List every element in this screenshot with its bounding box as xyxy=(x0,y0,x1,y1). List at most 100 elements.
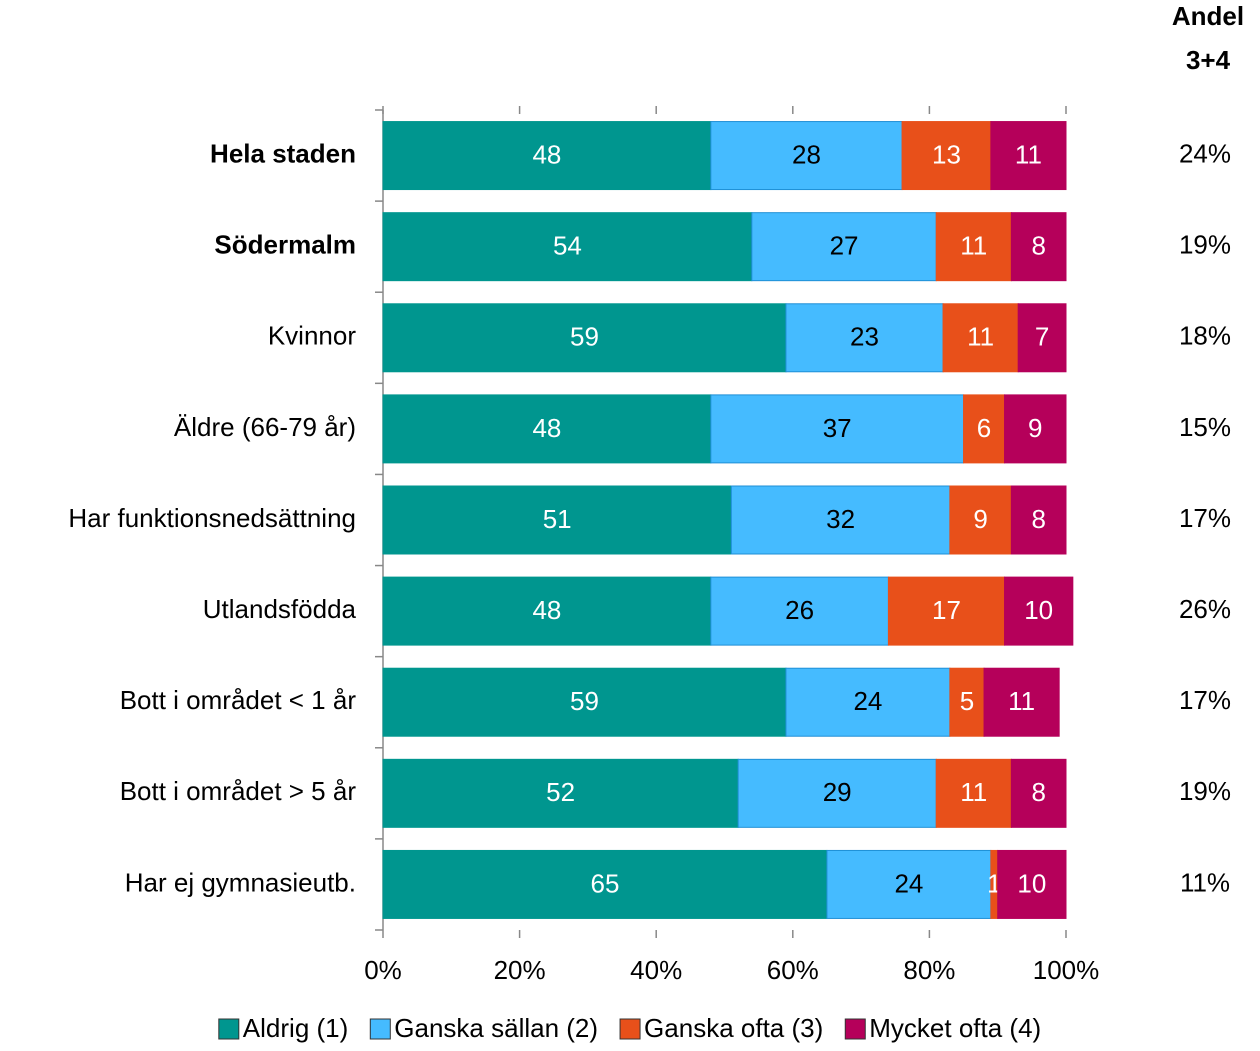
bar-segment xyxy=(785,303,944,373)
data-label: 27 xyxy=(830,231,859,261)
bar-segment xyxy=(382,394,712,464)
bar-segment xyxy=(382,303,787,373)
bar-segment xyxy=(887,576,1006,646)
bar-segment xyxy=(990,121,1067,191)
bar-segment xyxy=(737,758,937,828)
side-value: 19% xyxy=(1179,230,1231,260)
legend-item: Ganska sällan (2) xyxy=(369,1013,598,1043)
side-value: 18% xyxy=(1179,321,1231,351)
side-value: 17% xyxy=(1179,503,1231,533)
data-label: 48 xyxy=(532,413,561,443)
legend-swatch xyxy=(369,1018,391,1040)
side-value: 11% xyxy=(1180,867,1230,897)
bar-segment xyxy=(730,485,951,555)
legend-swatch xyxy=(218,1018,240,1040)
data-label: 24 xyxy=(894,868,923,898)
x-tick-label: 80% xyxy=(903,955,955,985)
data-label: 11 xyxy=(960,777,987,807)
side-value: 19% xyxy=(1179,776,1231,806)
legend-label: Aldrig (1) xyxy=(243,1013,348,1043)
data-label: 10 xyxy=(1024,595,1053,625)
bar-segment xyxy=(751,212,937,282)
data-label: 24 xyxy=(853,686,882,716)
bar-segment xyxy=(710,121,903,191)
bar-segment xyxy=(710,576,889,646)
bar-segment xyxy=(382,667,787,737)
legend-swatch xyxy=(619,1018,641,1040)
x-tick-label: 40% xyxy=(630,955,682,985)
bar-segment xyxy=(935,212,1012,282)
data-label: 28 xyxy=(792,139,821,169)
bar-segment xyxy=(1004,394,1067,464)
bar-segment xyxy=(785,667,951,737)
bar-segment xyxy=(382,485,732,555)
x-tick-label: 60% xyxy=(767,955,819,985)
data-label: 6 xyxy=(977,413,991,443)
bar-segment xyxy=(382,576,712,646)
legend-item: Aldrig (1) xyxy=(218,1013,348,1043)
bar-segment xyxy=(901,121,992,191)
legend-swatch xyxy=(844,1018,866,1040)
data-label: 59 xyxy=(570,686,599,716)
data-label: 11 xyxy=(967,322,994,352)
legend-label: Ganska ofta (3) xyxy=(644,1013,823,1043)
bar-segment xyxy=(382,212,753,282)
data-label: 51 xyxy=(543,504,572,534)
side-title: Andel 3+4 xyxy=(1172,1,1244,75)
data-label: 9 xyxy=(1028,413,1042,443)
bar-segment xyxy=(710,394,965,464)
category-label: Bott i området > 5 år xyxy=(120,776,357,806)
x-tick-label: 20% xyxy=(494,955,546,985)
bar-segment xyxy=(1010,212,1067,282)
bar-segment xyxy=(1010,485,1067,555)
legend-item: Ganska ofta (3) xyxy=(619,1013,823,1043)
data-label: 5 xyxy=(960,686,974,716)
data-label: 32 xyxy=(826,504,855,534)
bar-segment xyxy=(382,849,828,919)
bar-segment xyxy=(997,849,1067,919)
side-value: 26% xyxy=(1179,594,1231,624)
bar-segment xyxy=(983,667,1060,737)
category-label: Kvinnor xyxy=(268,321,356,351)
category-label: Södermalm xyxy=(214,230,356,260)
legend-label: Ganska sällan (2) xyxy=(394,1013,598,1043)
bar-segment xyxy=(1017,303,1067,373)
data-label: 48 xyxy=(532,139,561,169)
bar-segment xyxy=(1010,758,1067,828)
data-label: 29 xyxy=(823,777,852,807)
data-label: 9 xyxy=(973,504,987,534)
legend-item: Mycket ofta (4) xyxy=(844,1013,1041,1043)
bar-segment xyxy=(382,121,712,191)
data-label: 59 xyxy=(570,322,599,352)
data-label: 13 xyxy=(932,139,961,169)
bar-segment xyxy=(1004,576,1074,646)
data-label: 54 xyxy=(553,231,582,261)
data-label: 26 xyxy=(785,595,814,625)
category-label: Har funktionsnedsättning xyxy=(68,503,356,533)
data-label: 8 xyxy=(1031,504,1045,534)
x-tick-label: 0% xyxy=(364,955,402,985)
data-label: 48 xyxy=(532,595,561,625)
x-tick-label: 100% xyxy=(1033,955,1100,985)
data-label: 37 xyxy=(823,413,852,443)
bar-segment xyxy=(949,667,985,737)
side-value: 17% xyxy=(1179,685,1231,715)
data-label: 7 xyxy=(1035,322,1049,352)
bar-segment xyxy=(963,394,1006,464)
data-label: 52 xyxy=(546,777,575,807)
data-label: 11 xyxy=(960,231,987,261)
category-label: Äldre (66-79 år) xyxy=(174,412,356,442)
data-label: 17 xyxy=(932,595,961,625)
data-label: 8 xyxy=(1031,231,1045,261)
data-label: 10 xyxy=(1017,868,1046,898)
data-label: 23 xyxy=(850,322,879,352)
legend-label: Mycket ofta (4) xyxy=(869,1013,1041,1043)
category-label: Bott i området < 1 år xyxy=(120,685,357,715)
data-label: 11 xyxy=(1008,686,1035,716)
side-value: 24% xyxy=(1179,138,1231,168)
side-value: 15% xyxy=(1179,412,1231,442)
data-label: 8 xyxy=(1031,777,1045,807)
bar-segment xyxy=(942,303,1019,373)
category-label: Hela staden xyxy=(210,138,356,168)
